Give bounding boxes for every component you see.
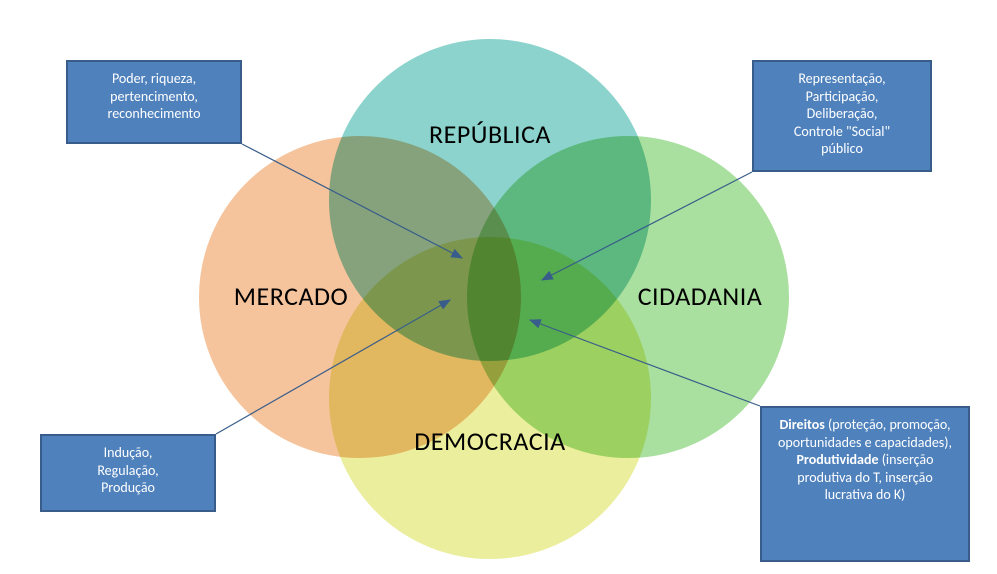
- callout-representacao: Representação,Participação,Deliberação,C…: [752, 60, 932, 172]
- callout-poder: Poder, riqueza,pertencimento,reconhecime…: [66, 60, 242, 144]
- callout-inducao: Indução,Regulação,Produção: [40, 434, 216, 512]
- venn-label-mercado: MERCADO: [141, 280, 441, 312]
- venn-label-democracia: DEMOCRACIA: [340, 425, 640, 457]
- callout-direitos: Direitos (proteção, promoção, oportunida…: [760, 406, 970, 562]
- venn-label-republica: REPÚBLICA: [340, 118, 640, 150]
- venn-label-cidadania: CIDADANIA: [550, 280, 850, 312]
